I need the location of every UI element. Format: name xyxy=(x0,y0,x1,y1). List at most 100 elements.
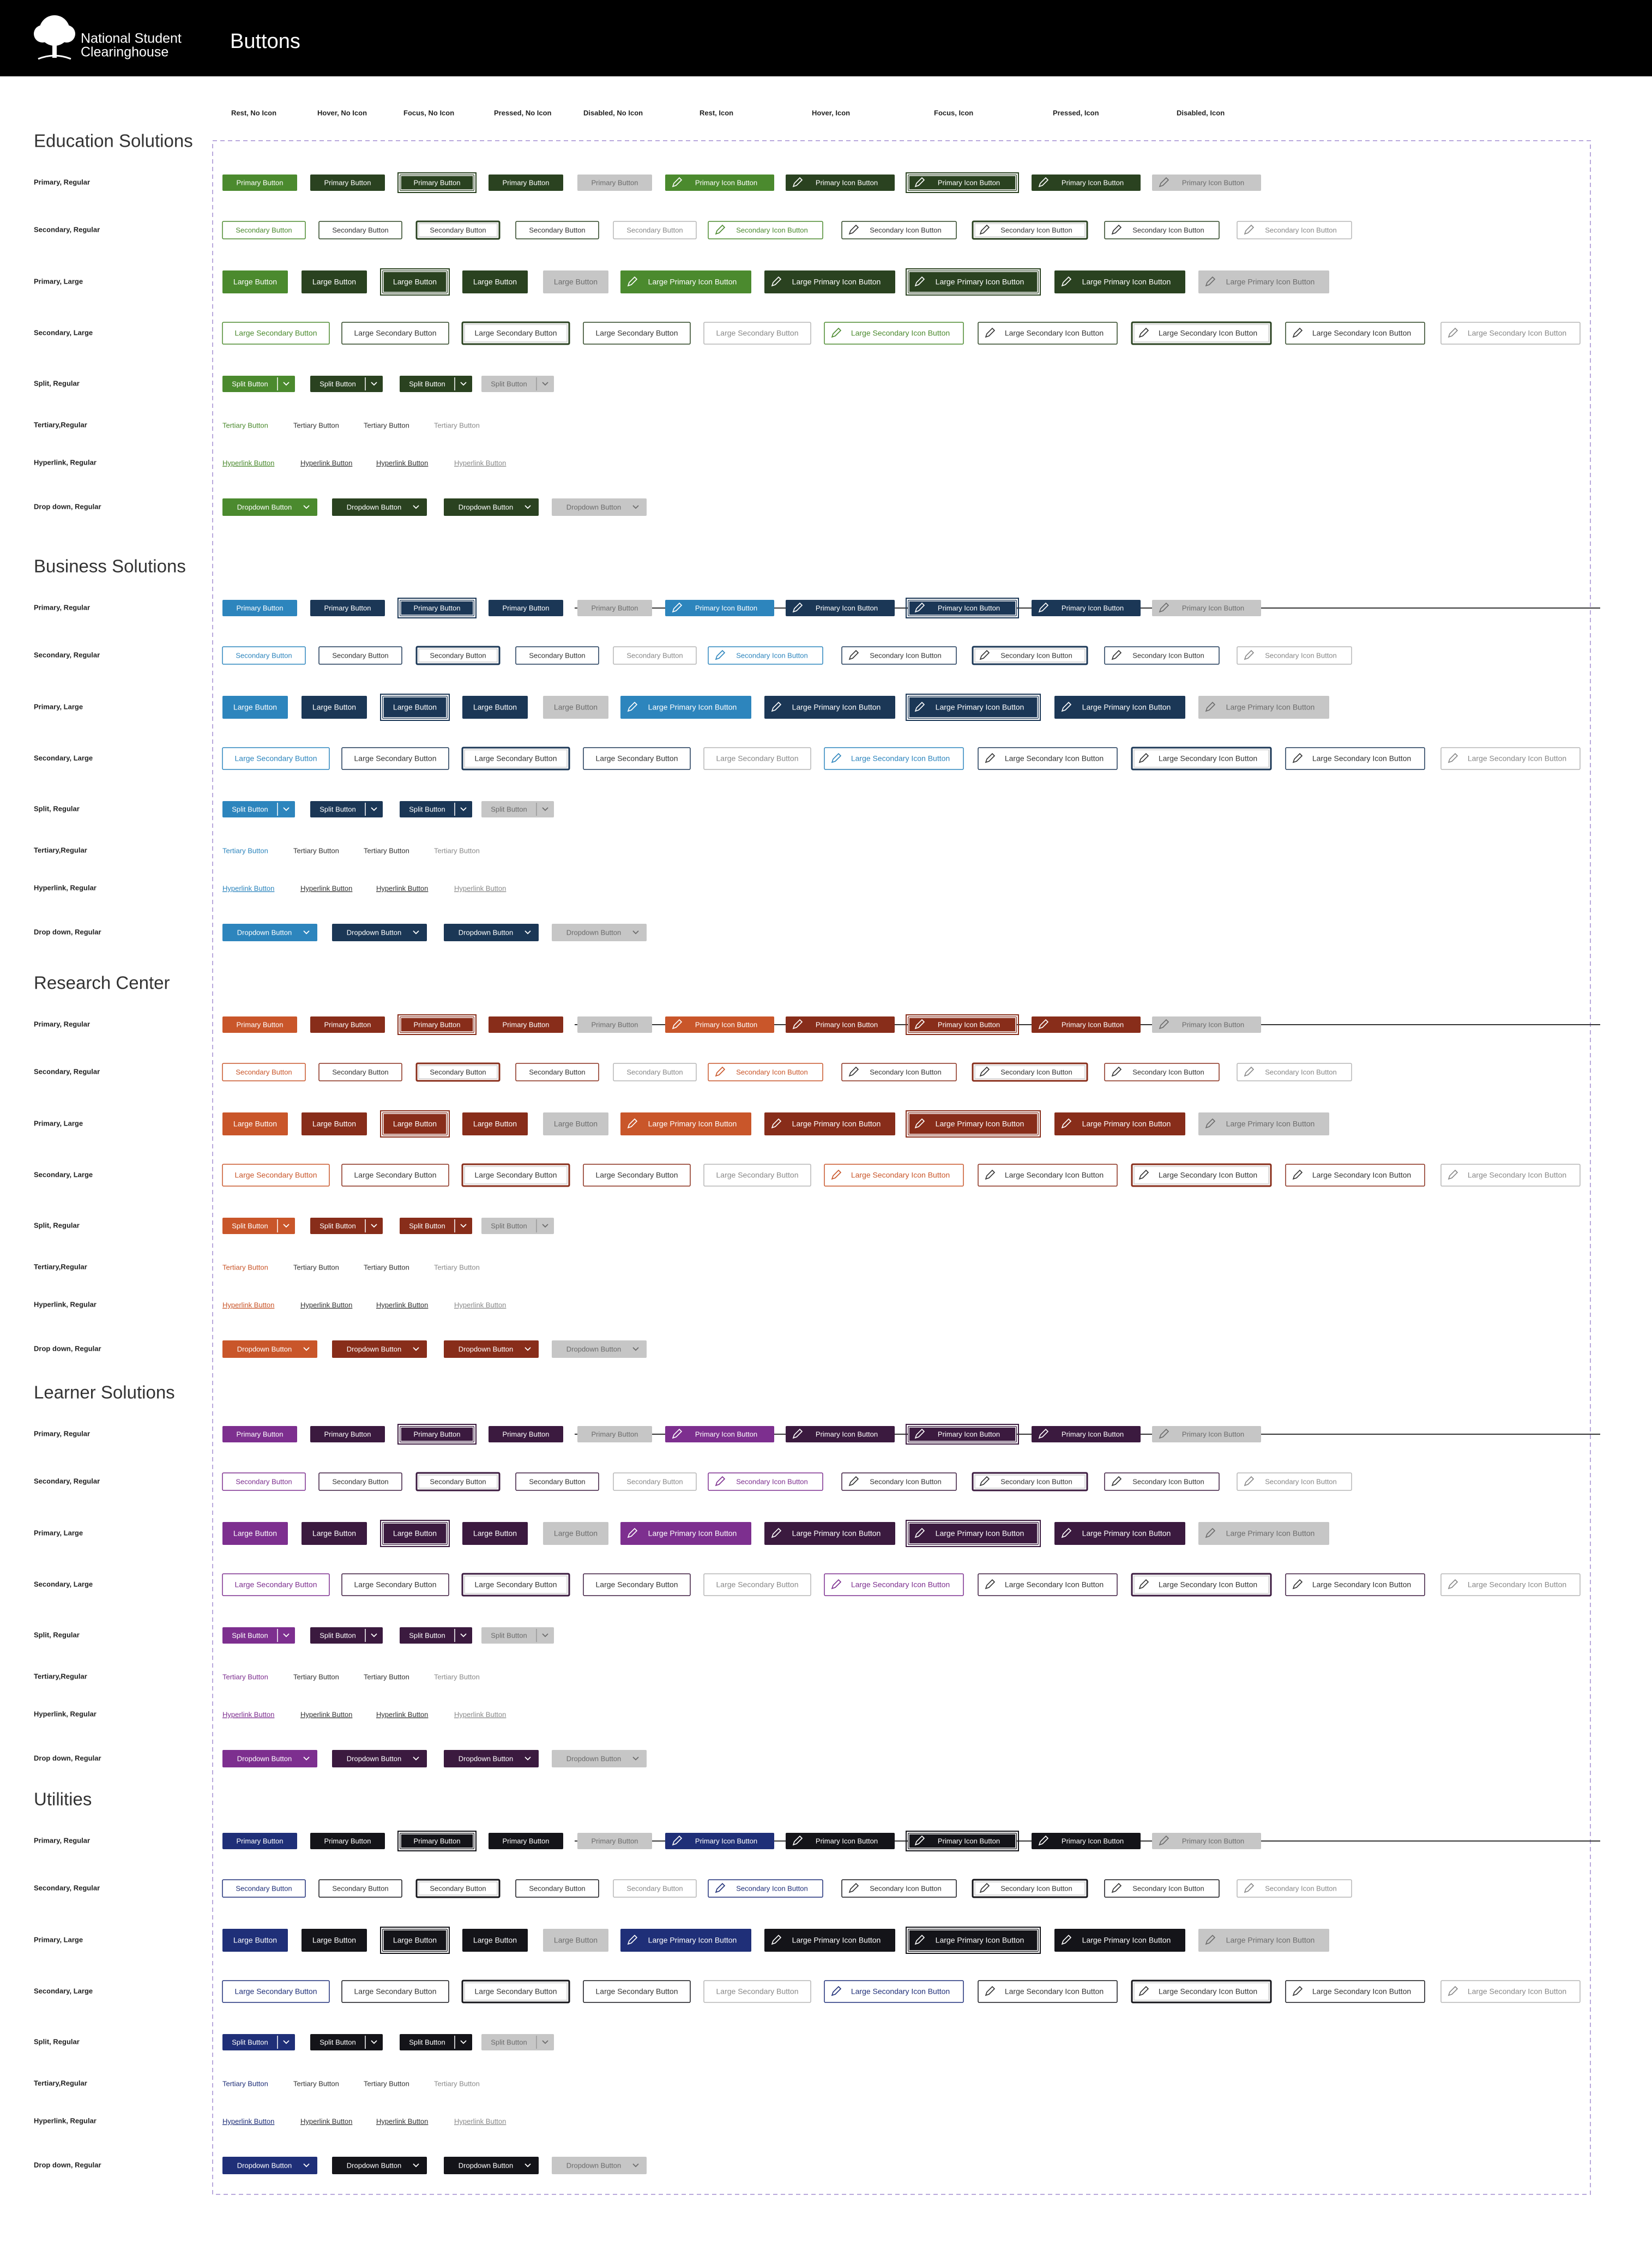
button[interactable]: Split Button xyxy=(400,2034,472,2050)
button[interactable]: Large Secondary Icon Button xyxy=(1440,322,1581,345)
button[interactable]: Hyperlink Button xyxy=(300,459,352,467)
button[interactable]: Secondary Icon Button xyxy=(841,646,957,665)
button[interactable]: Secondary Button xyxy=(613,1472,697,1491)
button[interactable]: Large Secondary Icon Button xyxy=(824,1980,964,2003)
button[interactable]: Dropdown Button xyxy=(332,498,427,516)
button[interactable]: Large Button xyxy=(462,1929,528,1952)
button[interactable]: Primary Button xyxy=(222,175,297,191)
button[interactable]: Primary Button xyxy=(489,600,563,616)
button[interactable]: Tertiary Button xyxy=(434,421,480,429)
button[interactable]: Primary Button xyxy=(222,1833,297,1849)
button[interactable]: Large Secondary Button xyxy=(341,747,449,770)
button[interactable]: Primary Icon Button xyxy=(906,172,1019,193)
button[interactable]: Split Button xyxy=(481,2034,554,2050)
button[interactable]: Hyperlink Button xyxy=(300,2117,352,2125)
button[interactable]: Large Button xyxy=(222,1929,288,1952)
button[interactable]: Primary Button xyxy=(397,1424,477,1445)
button[interactable]: Primary Button xyxy=(222,1426,297,1442)
button[interactable]: Large Secondary Icon Button xyxy=(978,322,1118,345)
button[interactable]: Dropdown Button xyxy=(552,498,647,516)
button[interactable]: Large Secondary Button xyxy=(222,1164,330,1187)
button[interactable]: Large Primary Icon Button xyxy=(1198,696,1329,719)
button[interactable]: Large Secondary Icon Button xyxy=(978,1164,1118,1187)
button[interactable]: Secondary Button xyxy=(415,1472,501,1491)
button[interactable]: Primary Button xyxy=(397,598,477,618)
button[interactable]: Secondary Button xyxy=(415,1062,501,1082)
button[interactable]: Primary Button xyxy=(577,175,652,191)
button[interactable]: Secondary Icon Button xyxy=(708,1063,823,1081)
button[interactable]: Tertiary Button xyxy=(364,421,409,429)
button[interactable]: Large Secondary Icon Button xyxy=(1285,1573,1425,1596)
button[interactable]: Large Secondary Icon Button xyxy=(1131,321,1272,345)
button[interactable]: Dropdown Button xyxy=(552,2157,647,2174)
button[interactable]: Large Primary Icon Button xyxy=(906,1927,1041,1954)
button[interactable]: Primary Button xyxy=(222,600,297,616)
button[interactable]: Split Button xyxy=(400,1627,472,1644)
button[interactable]: Primary Button xyxy=(310,600,385,616)
button[interactable]: Secondary Icon Button xyxy=(1104,221,1220,239)
button[interactable]: Large Primary Icon Button xyxy=(1198,1112,1329,1135)
button[interactable]: Primary Button xyxy=(489,1016,563,1033)
button[interactable]: Large Button xyxy=(462,1112,528,1135)
button[interactable]: Hyperlink Button xyxy=(454,2117,506,2125)
button[interactable]: Secondary Icon Button xyxy=(1104,1879,1220,1898)
button[interactable]: Secondary Icon Button xyxy=(1237,1063,1352,1081)
button[interactable]: Large Secondary Icon Button xyxy=(1285,747,1425,770)
button[interactable]: Split Button xyxy=(400,801,472,817)
button[interactable]: Secondary Button xyxy=(613,221,697,239)
button[interactable]: Split Button xyxy=(310,2034,383,2050)
button[interactable]: Primary Icon Button xyxy=(1152,600,1261,616)
button[interactable]: Dropdown Button xyxy=(444,498,539,516)
button[interactable]: Secondary Button xyxy=(318,221,402,239)
button[interactable]: Primary Button xyxy=(489,1426,563,1442)
button[interactable]: Secondary Icon Button xyxy=(708,1879,823,1898)
button[interactable]: Primary Icon Button xyxy=(786,1426,895,1442)
button[interactable]: Large Primary Icon Button xyxy=(620,1522,751,1545)
button[interactable]: Primary Button xyxy=(310,1016,385,1033)
button[interactable]: Secondary Button xyxy=(515,1472,599,1491)
button[interactable]: Large Secondary Icon Button xyxy=(1285,1980,1425,2003)
button[interactable]: Secondary Button xyxy=(318,1063,402,1081)
button[interactable]: Large Secondary Button xyxy=(703,1573,811,1596)
button[interactable]: Large Secondary Icon Button xyxy=(1285,322,1425,345)
button[interactable]: Large Secondary Button xyxy=(583,747,691,770)
button[interactable]: Large Primary Icon Button xyxy=(1054,270,1185,293)
button[interactable]: Tertiary Button xyxy=(222,1263,268,1271)
button[interactable]: Secondary Button xyxy=(415,220,501,240)
button[interactable]: Large Secondary Button xyxy=(703,322,811,345)
button[interactable]: Large Secondary Button xyxy=(341,1573,449,1596)
button[interactable]: Dropdown Button xyxy=(332,1340,427,1358)
button[interactable]: Secondary Icon Button xyxy=(1104,646,1220,665)
button[interactable]: Primary Button xyxy=(489,175,563,191)
button[interactable]: Hyperlink Button xyxy=(454,884,506,892)
button[interactable]: Secondary Icon Button xyxy=(708,221,823,239)
button[interactable]: Tertiary Button xyxy=(434,846,480,855)
button[interactable]: Primary Icon Button xyxy=(1032,1426,1141,1442)
button[interactable]: Split Button xyxy=(481,1218,554,1234)
button[interactable]: Large Button xyxy=(543,1929,608,1952)
button[interactable]: Secondary Button xyxy=(318,1879,402,1898)
button[interactable]: Hyperlink Button xyxy=(454,1301,506,1309)
button[interactable]: Primary Icon Button xyxy=(786,600,895,616)
button[interactable]: Large Secondary Button xyxy=(583,322,691,345)
button[interactable]: Large Secondary Button xyxy=(461,747,570,771)
button[interactable]: Primary Icon Button xyxy=(1032,1016,1141,1033)
button[interactable]: Split Button xyxy=(400,1218,472,1234)
button[interactable]: Large Button xyxy=(380,1927,450,1954)
button[interactable]: Dropdown Button xyxy=(332,1750,427,1767)
button[interactable]: Large Secondary Icon Button xyxy=(978,1980,1118,2003)
button[interactable]: Secondary Icon Button xyxy=(1104,1063,1220,1081)
button[interactable]: Large Secondary Icon Button xyxy=(824,747,964,770)
button[interactable]: Secondary Button xyxy=(613,1879,697,1898)
button[interactable]: Secondary Icon Button xyxy=(1237,1472,1352,1491)
button[interactable]: Primary Icon Button xyxy=(1152,175,1261,191)
button[interactable]: Large Button xyxy=(302,1522,367,1545)
button[interactable]: Large Primary Icon Button xyxy=(764,1929,895,1952)
button[interactable]: Primary Button xyxy=(577,1833,652,1849)
button[interactable]: Large Primary Icon Button xyxy=(1054,1112,1185,1135)
button[interactable]: Dropdown Button xyxy=(444,1750,539,1767)
button[interactable]: Hyperlink Button xyxy=(376,459,428,467)
button[interactable]: Secondary Icon Button xyxy=(972,646,1088,665)
button[interactable]: Primary Icon Button xyxy=(1032,175,1141,191)
button[interactable]: Split Button xyxy=(310,1218,383,1234)
